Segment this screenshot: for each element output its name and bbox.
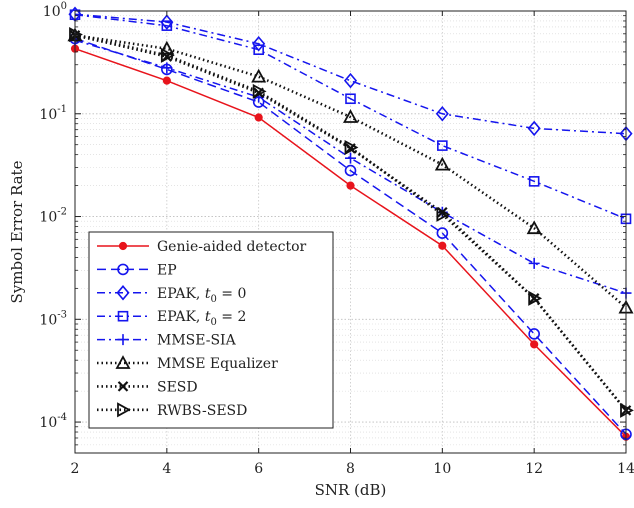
y-tick-label: 100	[43, 1, 67, 20]
legend-label: MMSE-SIA	[157, 333, 237, 349]
data-point-marker	[252, 83, 267, 99]
data-point-marker	[343, 72, 358, 89]
x-tick-label: 10	[433, 461, 451, 477]
legend-box	[88, 231, 334, 429]
data-point-marker	[251, 68, 267, 83]
x-tick-label: 4	[162, 461, 171, 477]
legend-marker	[117, 334, 129, 346]
x-axis-label: SNR (dB)	[315, 481, 387, 499]
data-point-marker	[528, 293, 540, 304]
data-point-marker	[530, 340, 539, 349]
legend-marker	[117, 402, 131, 418]
series-3	[69, 9, 632, 225]
data-point-marker	[526, 220, 542, 235]
legend-label: RWBS-SESD	[157, 403, 247, 419]
y-tick-label: 10-3	[39, 309, 67, 328]
x-tick-label: 12	[525, 461, 543, 477]
x-tick-label: 2	[71, 461, 80, 477]
y-tick-label: 10-4	[39, 412, 67, 431]
series-line	[74, 34, 627, 309]
data-point-marker	[342, 109, 359, 123]
data-point-marker	[436, 206, 451, 222]
data-point-marker	[345, 93, 356, 105]
series-line	[74, 37, 627, 435]
data-point-marker	[528, 257, 540, 269]
data-point-marker	[345, 152, 356, 164]
legend-marker	[118, 241, 128, 251]
data-point-marker	[254, 113, 263, 122]
x-tick-label: 8	[346, 461, 355, 477]
data-point-marker	[434, 156, 450, 171]
data-point-marker	[346, 181, 355, 190]
legend-marker	[117, 310, 129, 322]
x-tick-label: 14	[617, 461, 634, 477]
legend-marker	[117, 381, 129, 392]
legend: Genie-aided detector EP EPAK, t0 = 0 EPAK, …	[88, 231, 334, 429]
series-0	[70, 44, 631, 441]
data-point-marker	[162, 76, 171, 85]
data-point-marker	[528, 176, 540, 187]
data-point-marker	[528, 290, 543, 306]
data-point-marker	[438, 241, 447, 250]
data-point-marker	[159, 40, 175, 55]
data-point-marker	[253, 44, 264, 56]
legend-label: SESD	[157, 379, 198, 395]
legend-marker	[116, 285, 130, 301]
legend-label: EPAK, t0 = 0	[157, 286, 246, 305]
data-point-marker	[160, 47, 175, 63]
data-point-marker	[527, 120, 541, 137]
y-tick-label: 10-1	[39, 104, 67, 123]
y-tick-label: 10-2	[39, 207, 67, 226]
series-line	[74, 13, 627, 220]
data-point-marker	[344, 164, 357, 177]
legend-marker	[117, 263, 129, 276]
legend-label: EP	[157, 262, 177, 278]
data-point-marker	[528, 328, 540, 340]
data-point-marker	[436, 227, 449, 239]
data-point-marker	[435, 106, 449, 122]
legend-label: Genie-aided detector	[157, 239, 307, 255]
legend-label: EPAK, t0 = 2	[157, 309, 246, 328]
series-line	[74, 13, 627, 135]
y-axis-label: Symbol Error Rate	[8, 160, 26, 303]
data-point-marker	[161, 62, 173, 74]
data-point-marker	[437, 140, 448, 151]
data-point-marker	[161, 20, 173, 31]
legend-label: MMSE Equalizer	[157, 356, 278, 372]
x-tick-label: 6	[254, 461, 263, 477]
legend-marker	[115, 355, 131, 369]
data-point-marker	[344, 139, 359, 155]
data-point-marker	[160, 14, 174, 30]
